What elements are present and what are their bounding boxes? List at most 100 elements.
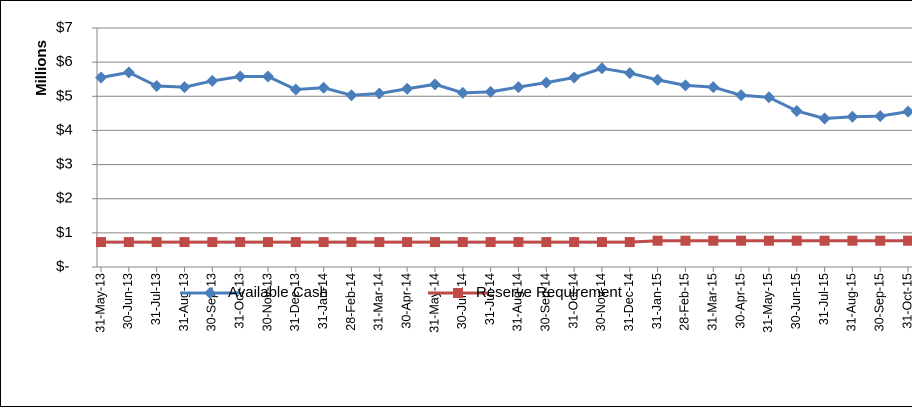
x-tick-label: 31-Aug-13 — [177, 273, 191, 331]
marker — [763, 235, 774, 246]
y-tick-label: $5 — [56, 87, 73, 104]
x-tick-label: 31-Jul-14 — [483, 273, 497, 325]
marker — [262, 237, 273, 248]
marker — [540, 76, 553, 89]
marker — [791, 235, 802, 246]
marker — [95, 71, 107, 84]
marker — [428, 78, 441, 91]
x-tick-label: 31-Jul-15 — [817, 273, 831, 325]
marker — [402, 237, 413, 248]
x-tick-label: 31-Dec-13 — [288, 273, 302, 331]
legend-label: Reserve Requirement — [476, 284, 623, 301]
marker — [874, 110, 887, 123]
x-tick-label: 31-Jan-14 — [316, 273, 330, 329]
x-tick-label: 31-Aug-14 — [511, 273, 525, 331]
marker — [484, 85, 497, 98]
x-tick-label: 30-Nov-14 — [594, 273, 608, 331]
x-tick-label: 30-Jun-15 — [789, 273, 803, 329]
marker — [652, 235, 663, 246]
x-tick-label: 31-Mar-15 — [706, 273, 720, 331]
marker — [818, 112, 831, 125]
marker — [429, 237, 440, 248]
legend-label: Available Cash — [228, 284, 328, 301]
series — [96, 235, 912, 248]
marker — [235, 237, 246, 248]
marker — [623, 67, 636, 80]
marker — [261, 70, 274, 83]
marker — [875, 235, 886, 246]
marker — [204, 287, 216, 299]
marker — [680, 235, 691, 246]
y-axis-title: Millions — [33, 40, 50, 96]
y-tick-label: $6 — [56, 53, 73, 70]
marker — [736, 235, 747, 246]
x-tick-label: 31-Jul-13 — [149, 273, 163, 325]
x-tick-label: 30-Apr-14 — [399, 273, 413, 329]
marker — [150, 80, 163, 93]
marker — [707, 81, 720, 94]
x-tick-label: 31-Jan-15 — [650, 273, 664, 329]
marker — [708, 235, 719, 246]
series — [95, 62, 912, 125]
x-tick-label: 30-Sep-15 — [873, 273, 887, 331]
x-tick-label: 31-May-14 — [427, 273, 441, 333]
marker — [902, 105, 912, 118]
x-tick-label: 31-Dec-14 — [622, 273, 636, 331]
marker — [456, 86, 469, 99]
x-tick-label: 31-Aug-15 — [845, 273, 859, 331]
marker — [345, 89, 358, 102]
x-tick-label: 30-Sep-14 — [539, 273, 553, 331]
marker — [178, 81, 191, 94]
marker — [151, 237, 162, 248]
x-tick-label: 31-Oct-15 — [900, 273, 912, 329]
marker — [317, 81, 330, 94]
line — [101, 239, 909, 244]
marker — [401, 82, 414, 95]
marker — [847, 235, 858, 246]
marker — [179, 237, 190, 248]
marker — [651, 73, 664, 86]
marker — [595, 62, 608, 75]
marker — [122, 66, 135, 79]
x-tick-label: 30-Apr-15 — [733, 273, 747, 329]
marker — [819, 235, 830, 246]
x-tick-label: 31-May-13 — [93, 273, 107, 333]
marker — [513, 237, 524, 248]
x-tick-label: 31-Oct-13 — [232, 273, 246, 329]
marker — [290, 237, 301, 248]
marker — [207, 237, 218, 248]
y-tick-label: $3 — [56, 156, 73, 173]
marker — [289, 83, 302, 96]
x-tick-label: 31-Oct-14 — [566, 273, 580, 329]
y-tick-label: $7 — [56, 19, 73, 36]
marker — [453, 288, 463, 298]
x-tick-label: 30-Sep-13 — [205, 273, 219, 331]
x-tick-label: 28-Feb-14 — [344, 273, 358, 331]
marker — [679, 79, 692, 92]
y-tick-label: $1 — [56, 224, 73, 241]
marker — [569, 237, 580, 248]
marker — [485, 237, 496, 248]
marker — [346, 237, 357, 248]
x-tick-label: 31-Mar-14 — [372, 273, 386, 331]
x-tick-label: 28-Feb-15 — [678, 273, 692, 331]
x-tick-label: 30-Jun-13 — [121, 273, 135, 329]
marker — [762, 91, 775, 104]
y-tick-label: $- — [56, 258, 69, 275]
marker — [234, 70, 247, 83]
x-tick-label: 30-Jun-14 — [455, 273, 469, 329]
marker — [596, 237, 607, 248]
marker — [735, 89, 748, 102]
marker — [541, 237, 552, 248]
marker — [123, 237, 134, 248]
y-tick-label: $4 — [56, 121, 73, 138]
marker — [373, 87, 386, 100]
marker — [903, 235, 912, 246]
marker — [512, 81, 525, 94]
marker — [96, 237, 106, 248]
x-tick-label: 30-Nov-13 — [260, 273, 274, 331]
marker — [374, 237, 385, 248]
y-tick-label: $2 — [56, 190, 73, 207]
